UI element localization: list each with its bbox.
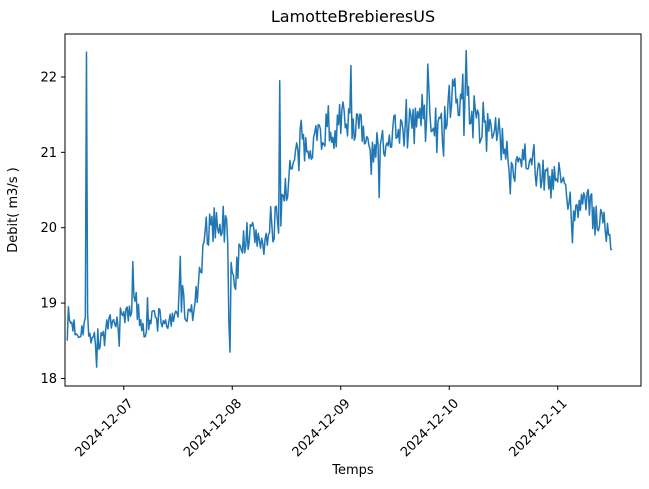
y-axis-ticks xyxy=(61,76,65,379)
x-tick-label: 2024-12-09 xyxy=(290,396,354,460)
x-axis-tick-labels: 2024-12-07 2024-12-08 2024-12-09 2024-12-10… xyxy=(73,396,571,460)
x-axis-label: Temps xyxy=(331,463,374,478)
x-tick-label: 2024-12-10 xyxy=(398,396,462,460)
data-series-line xyxy=(66,49,613,368)
y-tick-label: 19 xyxy=(40,297,57,312)
y-tick-label: 18 xyxy=(40,372,57,387)
y-tick-label: 22 xyxy=(40,70,57,85)
chart-title: LamotteBrebieresUS xyxy=(271,7,435,26)
x-tick-label: 2024-12-07 xyxy=(73,396,137,460)
axes-spines xyxy=(64,33,642,387)
x-tick-label: 2024-12-11 xyxy=(507,396,571,460)
y-axis-label: Debit( m3/s ) xyxy=(6,167,21,252)
debit-line xyxy=(66,49,613,368)
x-axis-ticks xyxy=(123,386,559,390)
y-tick-label: 21 xyxy=(40,146,57,161)
y-tick-label: 20 xyxy=(40,221,57,236)
x-tick-label: 2024-12-08 xyxy=(181,396,245,460)
y-axis-tick-labels: 18 19 20 21 22 xyxy=(40,70,57,386)
